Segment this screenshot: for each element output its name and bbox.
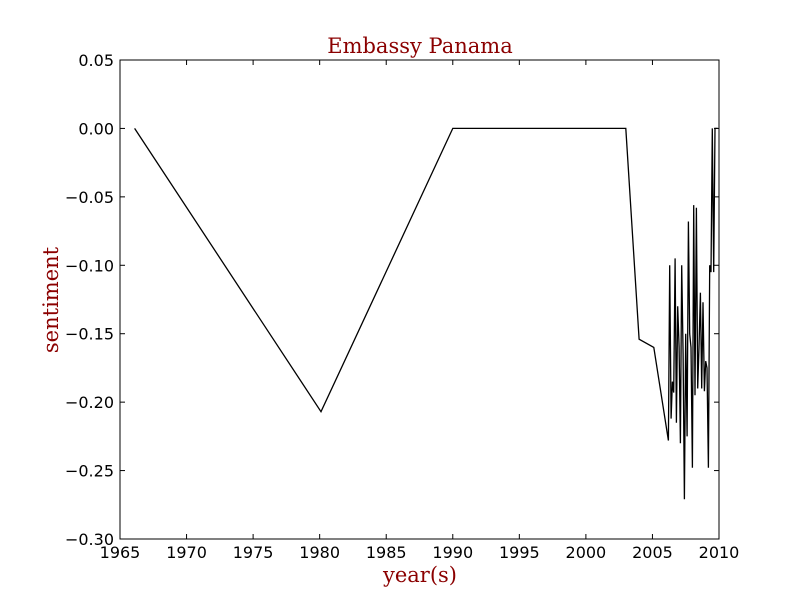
x-tick-label: 1995 xyxy=(499,543,540,562)
x-tick-label: 1980 xyxy=(299,543,340,562)
y-tick-label: −0.30 xyxy=(65,530,114,549)
y-tick-label: 0.05 xyxy=(78,51,114,70)
axes-frame xyxy=(119,59,720,540)
x-axis-label: year(s) xyxy=(382,563,457,587)
x-tick-label: 1990 xyxy=(432,543,473,562)
y-tick-label: −0.20 xyxy=(65,393,114,412)
y-tick-label: −0.25 xyxy=(65,462,114,481)
y-axis-label: sentiment xyxy=(39,246,63,353)
x-tick-label: 1975 xyxy=(233,543,274,562)
x-tick-label: 1970 xyxy=(166,543,207,562)
series-line-0 xyxy=(134,127,718,500)
y-tick-label: −0.10 xyxy=(65,256,114,275)
x-tick-label: 1985 xyxy=(366,543,407,562)
x-tick-label: 2010 xyxy=(699,543,740,562)
y-tick-label: −0.05 xyxy=(65,188,114,207)
plot-area: 1965 1970 1975 1980 1985 1990 1995 2000 2005 2010… xyxy=(65,51,739,562)
x-tick-label: 1965 xyxy=(100,543,141,562)
x-tick-label: 2000 xyxy=(566,543,607,562)
x-tick-label: 2005 xyxy=(632,543,673,562)
y-tick-label: 0.00 xyxy=(78,119,114,138)
y-tick-label: −0.15 xyxy=(65,325,114,344)
chart-title: Embassy Panama xyxy=(327,34,512,58)
